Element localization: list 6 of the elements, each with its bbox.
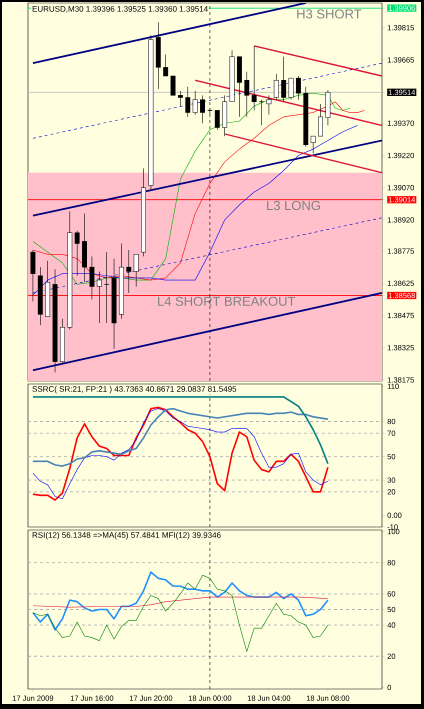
chart-title: SSRC( SR:21, FP:21 ) 43.7363 40.8671 29.0837 81.5495 [32,386,236,394]
ref-line-label: L3 LONG [267,200,320,210]
ref-line-label: H3 SHORT [297,9,362,19]
chart-title: EURUSD,M30 1.39396 1.39525 1.39360 1.39514 [32,6,208,13]
chart-title: RSI(12) 56.1348 =>MA(45) 57.4841 MFI(12) 39.9346 [32,532,221,540]
ref-line-label: L4 SHORT BREAKOUT [158,296,296,306]
